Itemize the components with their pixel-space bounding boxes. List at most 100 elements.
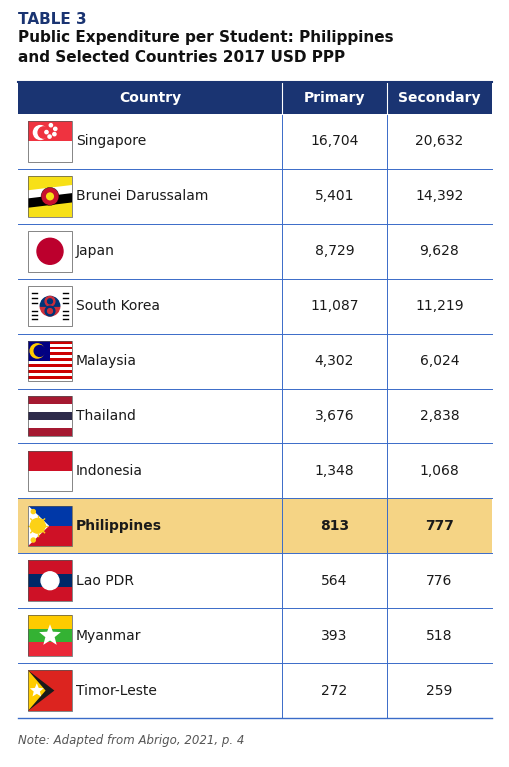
Bar bbox=[28, 376, 72, 378]
Text: 5,401: 5,401 bbox=[314, 189, 354, 203]
Text: 564: 564 bbox=[321, 574, 347, 588]
Bar bbox=[18, 608, 491, 663]
Bar bbox=[28, 412, 72, 420]
Bar bbox=[28, 670, 72, 711]
Text: 6,024: 6,024 bbox=[419, 354, 458, 368]
Text: Philippines: Philippines bbox=[76, 518, 162, 533]
Text: 272: 272 bbox=[321, 683, 347, 697]
Wedge shape bbox=[40, 306, 60, 316]
Bar bbox=[28, 378, 72, 381]
Bar bbox=[28, 370, 72, 373]
Bar bbox=[28, 471, 72, 491]
Circle shape bbox=[30, 344, 44, 358]
Circle shape bbox=[53, 127, 57, 130]
Circle shape bbox=[34, 126, 47, 140]
Bar bbox=[18, 443, 491, 499]
Bar bbox=[18, 82, 491, 114]
Bar bbox=[28, 450, 72, 471]
Circle shape bbox=[52, 133, 56, 136]
Text: 20,632: 20,632 bbox=[414, 134, 463, 149]
Bar bbox=[28, 670, 72, 711]
Circle shape bbox=[31, 518, 45, 533]
Text: 1,348: 1,348 bbox=[314, 464, 354, 478]
Bar bbox=[28, 615, 72, 656]
Bar bbox=[18, 224, 491, 278]
Bar bbox=[28, 420, 72, 428]
Bar bbox=[28, 561, 72, 601]
Circle shape bbox=[41, 187, 59, 206]
Circle shape bbox=[46, 193, 54, 200]
Bar bbox=[28, 231, 72, 272]
Text: Singapore: Singapore bbox=[76, 134, 146, 149]
Bar bbox=[28, 450, 72, 491]
Bar bbox=[18, 114, 491, 169]
Text: 777: 777 bbox=[424, 518, 453, 533]
Text: Brunei Darussalam: Brunei Darussalam bbox=[76, 189, 208, 203]
Bar bbox=[18, 278, 491, 334]
Bar bbox=[28, 121, 72, 162]
Text: TABLE 3: TABLE 3 bbox=[18, 12, 87, 27]
Polygon shape bbox=[39, 624, 61, 645]
Bar bbox=[28, 396, 72, 436]
Bar bbox=[28, 355, 72, 358]
Bar bbox=[18, 663, 491, 718]
Bar bbox=[28, 350, 72, 352]
Polygon shape bbox=[28, 193, 72, 208]
Circle shape bbox=[45, 306, 55, 316]
Bar bbox=[28, 141, 72, 162]
Text: Note: Adapted from Abrigo, 2021, p. 4: Note: Adapted from Abrigo, 2021, p. 4 bbox=[18, 734, 244, 747]
Bar bbox=[28, 286, 72, 327]
Polygon shape bbox=[28, 185, 72, 201]
Polygon shape bbox=[28, 505, 49, 546]
Circle shape bbox=[41, 524, 45, 528]
Text: Japan: Japan bbox=[76, 244, 115, 258]
Bar bbox=[28, 341, 50, 361]
Bar bbox=[28, 505, 72, 546]
Bar bbox=[28, 373, 72, 376]
Bar bbox=[28, 176, 72, 217]
Circle shape bbox=[48, 135, 51, 138]
Bar bbox=[28, 615, 72, 629]
Text: South Korea: South Korea bbox=[76, 299, 160, 313]
Text: 16,704: 16,704 bbox=[309, 134, 358, 149]
Circle shape bbox=[31, 509, 35, 514]
Bar bbox=[28, 629, 72, 643]
Polygon shape bbox=[28, 670, 54, 711]
Text: 1,068: 1,068 bbox=[419, 464, 459, 478]
Text: 8,729: 8,729 bbox=[314, 244, 354, 258]
Text: 4,302: 4,302 bbox=[314, 354, 353, 368]
Text: 3,676: 3,676 bbox=[314, 409, 354, 423]
Text: Lao PDR: Lao PDR bbox=[76, 574, 134, 588]
Text: Primary: Primary bbox=[303, 91, 364, 105]
Bar bbox=[28, 505, 72, 526]
Bar bbox=[28, 352, 72, 355]
Circle shape bbox=[31, 538, 35, 542]
Text: Timor-Leste: Timor-Leste bbox=[76, 683, 157, 697]
Bar bbox=[28, 643, 72, 656]
Text: Public Expenditure per Student: Philippines: Public Expenditure per Student: Philippi… bbox=[18, 30, 393, 45]
Bar bbox=[28, 341, 72, 344]
Text: Country: Country bbox=[119, 91, 181, 105]
Bar bbox=[18, 499, 491, 553]
Bar bbox=[28, 396, 72, 403]
Bar bbox=[28, 176, 72, 217]
Bar bbox=[28, 561, 72, 574]
Text: 776: 776 bbox=[426, 574, 452, 588]
Bar bbox=[28, 286, 72, 327]
Circle shape bbox=[45, 130, 48, 133]
Bar bbox=[28, 588, 72, 601]
Bar bbox=[28, 574, 72, 588]
Bar bbox=[18, 553, 491, 608]
Bar bbox=[28, 231, 72, 272]
Bar bbox=[28, 121, 72, 141]
Text: Secondary: Secondary bbox=[398, 91, 480, 105]
Polygon shape bbox=[30, 683, 44, 696]
Bar bbox=[28, 341, 72, 381]
Circle shape bbox=[34, 345, 45, 357]
Bar bbox=[18, 389, 491, 443]
Text: 259: 259 bbox=[426, 683, 452, 697]
Text: 14,392: 14,392 bbox=[414, 189, 463, 203]
Text: 518: 518 bbox=[426, 629, 452, 643]
Polygon shape bbox=[28, 670, 45, 711]
Circle shape bbox=[49, 123, 52, 127]
